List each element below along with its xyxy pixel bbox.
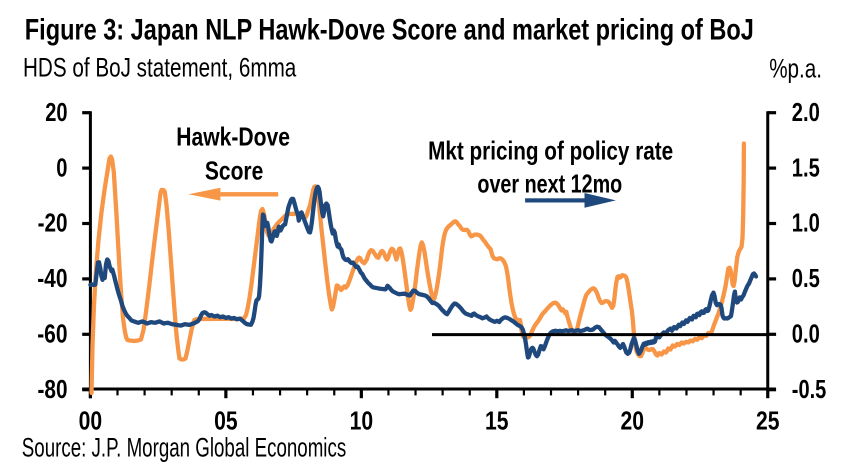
svg-text:10: 10 <box>350 405 374 435</box>
svg-text:1.5: 1.5 <box>792 152 820 182</box>
svg-text:Source: J.P. Morgan Global Eco: Source: J.P. Morgan Global Economics <box>22 433 346 463</box>
svg-text:20: 20 <box>45 97 67 127</box>
svg-text:-60: -60 <box>37 319 67 349</box>
svg-text:Score: Score <box>205 155 263 185</box>
svg-text:%p.a.: %p.a. <box>769 53 822 83</box>
svg-text:20: 20 <box>621 405 645 435</box>
svg-text:Hawk-Dove: Hawk-Dove <box>176 122 290 152</box>
svg-text:Figure 3: Japan NLP Hawk-Dove: Figure 3: Japan NLP Hawk-Dove Score and … <box>25 14 754 47</box>
svg-text:HDS of BoJ statement, 6mma: HDS of BoJ statement, 6mma <box>23 52 297 82</box>
svg-text:-0.5: -0.5 <box>792 374 827 404</box>
svg-text:1.0: 1.0 <box>792 208 820 238</box>
svg-text:2.0: 2.0 <box>792 97 820 127</box>
svg-text:05: 05 <box>214 405 238 435</box>
svg-text:25: 25 <box>756 405 780 435</box>
svg-text:over next 12mo: over next 12mo <box>477 169 622 199</box>
svg-text:-80: -80 <box>38 374 68 404</box>
svg-text:0: 0 <box>56 152 67 182</box>
svg-text:-20: -20 <box>38 208 68 238</box>
svg-text:-40: -40 <box>37 263 67 293</box>
svg-text:15: 15 <box>485 405 509 435</box>
svg-text:Mkt pricing of policy rate: Mkt pricing of policy rate <box>428 136 673 166</box>
svg-text:00: 00 <box>79 405 103 435</box>
svg-text:0.5: 0.5 <box>792 263 820 293</box>
svg-text:0.0: 0.0 <box>792 319 820 349</box>
